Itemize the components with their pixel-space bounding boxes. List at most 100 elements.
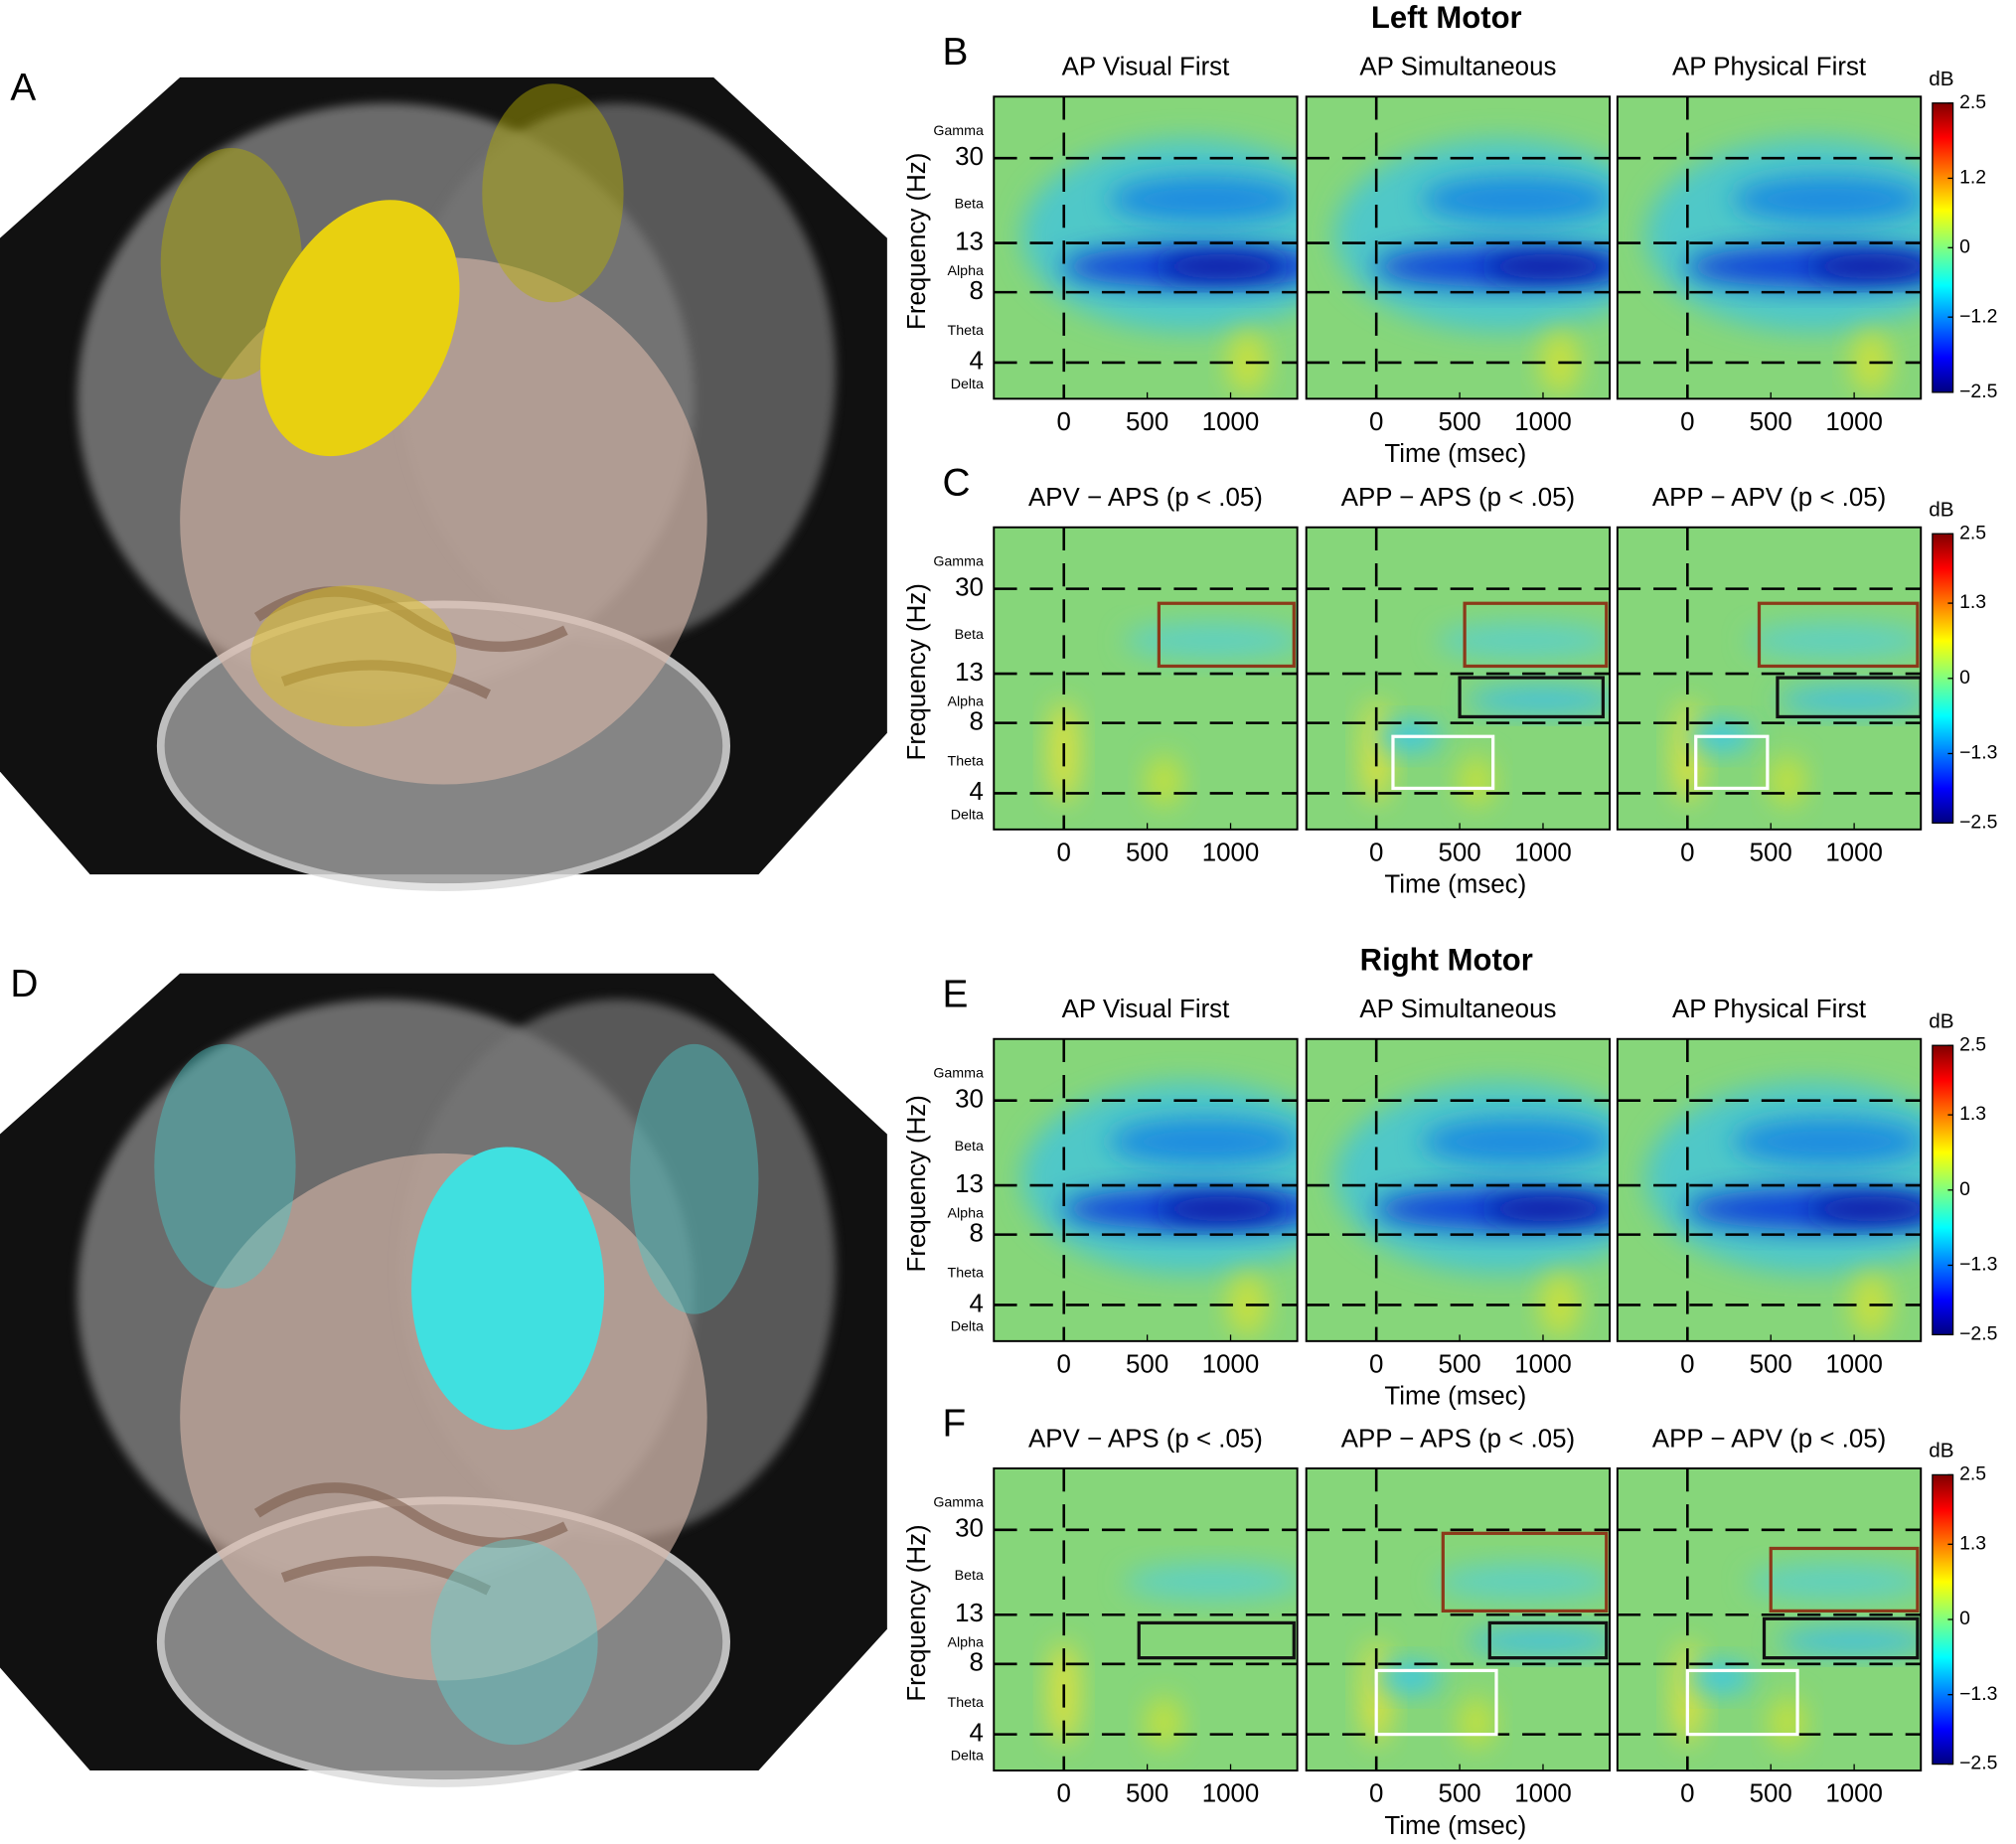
panel-letter: A (10, 67, 36, 109)
heatmap-blob (1421, 1118, 1611, 1165)
roi (154, 1043, 296, 1289)
panel-frame (1616, 526, 1923, 831)
group-title: Left Motor (1371, 0, 1522, 35)
colorbar-tick-label: −2.5 (1959, 381, 1997, 402)
panel-frame (993, 526, 1299, 831)
colorbar-tick-label: 0 (1959, 1178, 1970, 1200)
x-tick-label: 0 (1680, 1779, 1694, 1807)
colorbar-tick-label: 1.2 (1959, 167, 1986, 189)
panel-title: APP − APS (p < .05) (1341, 1425, 1575, 1453)
colorbar-label: dB (1929, 1009, 1953, 1032)
colorbar-tick-label: 0 (1959, 1608, 1970, 1629)
band-label: Delta (951, 807, 984, 823)
significance-box (1776, 676, 1922, 719)
band-label: Beta (955, 1139, 984, 1154)
x-tick-label: 500 (1750, 1779, 1792, 1807)
y-tick-label: 13 (955, 1600, 984, 1627)
panel-title: APP − APV (p < .05) (1652, 484, 1886, 512)
band-label: Beta (955, 627, 984, 643)
significance-box (1769, 1546, 1920, 1614)
significance-box (1137, 1620, 1296, 1660)
y-tick-label: 30 (955, 143, 984, 171)
panel-title: AP Simultaneous (1359, 996, 1556, 1023)
panel-frame (1305, 1466, 1612, 1772)
heatmap (1617, 527, 1922, 830)
colorbar-tick-label: −2.5 (1959, 811, 1997, 833)
y-tick-label: 8 (970, 1649, 984, 1677)
heatmap (1306, 527, 1611, 830)
colorbar-tick-label: 2.5 (1959, 1463, 1986, 1485)
panel-title: AP Visual First (1062, 54, 1230, 81)
panel-frame (993, 1466, 1299, 1772)
band-label: Alpha (948, 1635, 984, 1651)
heatmap-blob (1436, 1563, 1611, 1601)
brain-image: A (0, 67, 887, 891)
x-tick-label: 0 (1369, 1779, 1383, 1807)
heatmap-blob (1688, 1661, 1754, 1693)
x-tick-label: 1000 (1825, 408, 1883, 436)
x-tick-label: 1000 (1825, 1350, 1883, 1378)
colorbar-tick-label: −1.2 (1959, 305, 1997, 327)
heatmap (994, 527, 1298, 830)
y-tick-label: 4 (970, 1290, 984, 1317)
x-tick-label: 0 (1680, 839, 1694, 866)
panel-title: APV − APS (p < .05) (1028, 1425, 1263, 1453)
x-tick-label: 1000 (1202, 1779, 1260, 1807)
heatmap-blob (1124, 622, 1298, 659)
significance-box (1487, 1620, 1609, 1660)
y-tick-label: 30 (955, 1515, 984, 1543)
x-tick-label: 500 (1750, 839, 1792, 866)
y-axis-label: Frequency (Hz) (903, 583, 931, 760)
y-tick-label: 4 (970, 1719, 984, 1747)
y-tick-label: 4 (970, 348, 984, 376)
x-tick-label: 500 (1438, 1779, 1480, 1807)
heatmap-blob (1146, 1696, 1182, 1749)
heatmap-bg (994, 527, 1298, 830)
roi (430, 1539, 598, 1746)
panel-frame (993, 1037, 1299, 1342)
colorbar-label: dB (1929, 1440, 1953, 1462)
significance-box (1441, 1531, 1609, 1614)
cortex-fold (253, 1482, 568, 1596)
x-axis-label: Time (msec) (1384, 440, 1526, 468)
heatmap (1306, 1467, 1611, 1771)
x-tick-label: 500 (1438, 408, 1480, 436)
x-tick-label: 500 (1126, 1779, 1168, 1807)
heatmap-blob (1645, 138, 1922, 333)
x-tick-label: 0 (1057, 1779, 1071, 1807)
x-tick-label: 500 (1750, 408, 1792, 436)
panel-frame (1616, 95, 1923, 400)
x-tick-label: 1000 (1514, 1350, 1572, 1378)
colorbar-tick-label: 1.3 (1959, 1103, 1986, 1125)
significance-box (1391, 734, 1495, 791)
x-tick-label: 500 (1126, 839, 1168, 866)
band-label: Theta (948, 1266, 984, 1282)
colorbar-label: dB (1929, 68, 1953, 90)
heatmap-blob (1807, 1195, 1922, 1222)
heatmap-blob (1458, 755, 1494, 808)
roi-main (260, 200, 460, 457)
heatmap-blob (1747, 1563, 1922, 1601)
colorbar-tick-label: −2.5 (1959, 1753, 1997, 1774)
heatmap-blob (1458, 1696, 1494, 1749)
colorbar-tick-label: −1.3 (1959, 742, 1997, 764)
heatmap-blob (1466, 687, 1611, 713)
heatmap-blob (1732, 1118, 1922, 1165)
y-tick-label: 8 (970, 277, 984, 305)
significance-box (1757, 601, 1920, 669)
x-tick-label: 0 (1057, 408, 1071, 436)
band-label: Gamma (933, 1065, 984, 1081)
heatmap-blob (1436, 622, 1611, 659)
x-tick-label: 0 (1680, 1350, 1694, 1378)
heatmap-blob (1732, 176, 1922, 223)
panel-title: APP − APS (p < .05) (1341, 484, 1575, 512)
x-tick-label: 500 (1438, 839, 1480, 866)
significance-box (1157, 601, 1296, 669)
band-label: Gamma (933, 1495, 984, 1511)
colorbar-tick-label: 0 (1959, 667, 1970, 689)
panel-frame (1305, 526, 1612, 831)
x-tick-label: 1000 (1825, 839, 1883, 866)
colorbar-tick-label: 2.5 (1959, 1033, 1986, 1055)
x-tick-label: 0 (1057, 839, 1071, 866)
